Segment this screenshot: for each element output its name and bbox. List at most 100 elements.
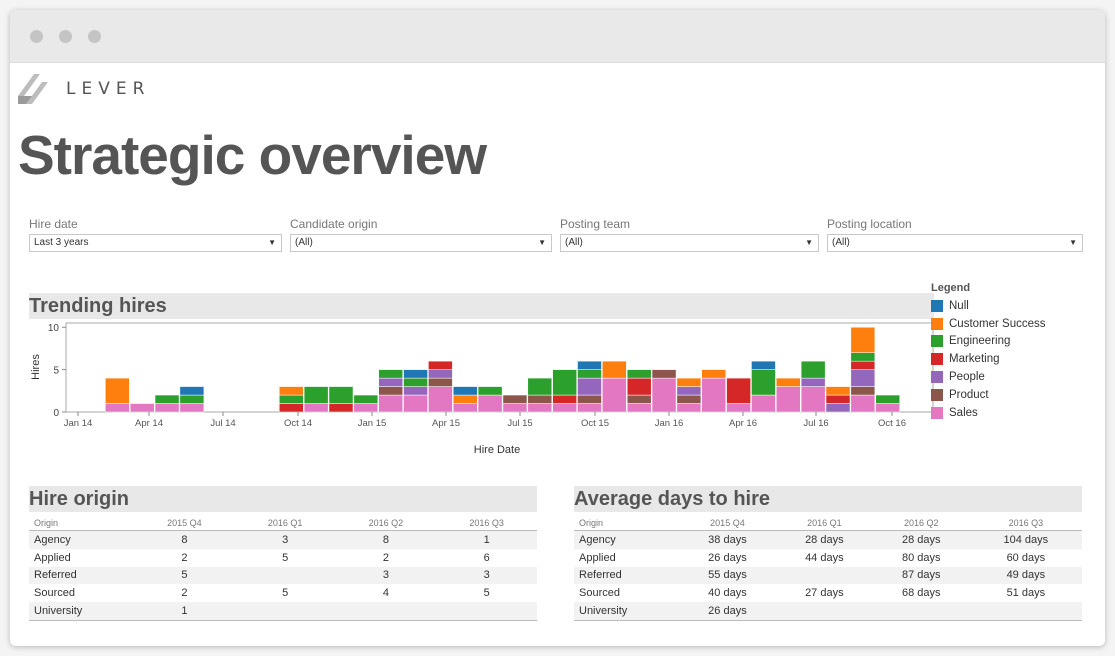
row-label: University xyxy=(574,602,679,621)
legend-item[interactable]: Product xyxy=(931,386,1046,404)
bar-segment-people xyxy=(800,377,826,387)
bar-segment-people xyxy=(825,403,851,413)
bar-segment-engineering xyxy=(279,394,304,404)
x-tick-label: Jul 15 xyxy=(507,418,532,429)
select-value: (All) xyxy=(565,237,583,248)
bar-segment-null xyxy=(751,360,776,370)
table-row: Applied 2 5 2 6 xyxy=(29,549,537,567)
bar-segment-engineering xyxy=(378,369,403,379)
lever-logo[interactable]: LEVER xyxy=(18,72,150,106)
legend-item[interactable]: People xyxy=(931,368,1046,386)
filter-posting-location: Posting location (All) ▼ xyxy=(827,217,1083,252)
legend-item[interactable]: Engineering xyxy=(931,333,1046,351)
table-cell xyxy=(872,602,970,621)
hire-date-select[interactable]: Last 3 years ▼ xyxy=(29,234,282,252)
chart-legend: Legend Null Customer Success Engineering Ma… xyxy=(931,282,1046,422)
filter-label: Posting team xyxy=(560,217,631,231)
table-cell: 49 days xyxy=(969,566,1082,585)
avg-days-header: Average days to hire xyxy=(574,486,1082,512)
table-cell: 28 days xyxy=(775,530,873,549)
table-cell: 26 days xyxy=(679,602,776,621)
table-cell: 40 days xyxy=(708,587,747,600)
dropdown-caret-icon: ▼ xyxy=(805,238,813,247)
legend-swatch xyxy=(931,335,943,348)
table-cell: 28 days xyxy=(872,530,970,549)
bar-segment-engineering xyxy=(800,360,826,379)
select-value: Last 3 years xyxy=(34,237,89,248)
table-cell: 8 xyxy=(134,530,235,549)
bar-segment-engineering xyxy=(403,377,428,387)
row-label: Sourced xyxy=(34,587,75,600)
table-row: Sourced 40 days 27 days 68 days 51 days xyxy=(574,584,1082,602)
section-title: Trending hires xyxy=(29,295,167,317)
legend-swatch xyxy=(931,371,943,384)
legend-label: Marketing xyxy=(949,353,1000,366)
filter-label: Posting location xyxy=(827,217,912,231)
row-label: Agency xyxy=(574,530,679,549)
trending-hires-header: Trending hires xyxy=(29,293,934,319)
bar-segment-marketing xyxy=(825,394,851,404)
bar-segment-sales xyxy=(428,386,453,413)
legend-item[interactable]: Null xyxy=(931,297,1046,315)
bar-segment-null xyxy=(403,369,428,379)
bar-segment-product xyxy=(428,377,453,387)
bar-segment-sales xyxy=(179,403,205,413)
posting-location-select[interactable]: (All) ▼ xyxy=(827,234,1083,252)
table-cell: 104 days xyxy=(969,530,1082,549)
table-cell xyxy=(969,602,1082,621)
bar-segment-engineering xyxy=(477,386,503,396)
x-axis-label: Hire Date xyxy=(474,444,520,456)
bar-segment-marketing xyxy=(552,394,577,404)
bar-segment-marketing xyxy=(328,403,354,413)
legend-label: Product xyxy=(949,388,989,401)
bar-segment-engineering xyxy=(179,394,205,404)
dropdown-caret-icon: ▼ xyxy=(1069,238,1077,247)
bar-segment-customer-success xyxy=(825,386,851,396)
x-tick-label: Oct 16 xyxy=(878,418,906,429)
bar-segment-sales xyxy=(552,403,577,413)
bar-segment-customer-success xyxy=(602,360,627,379)
bar-segment-sales xyxy=(502,403,528,413)
bar-segment-engineering xyxy=(850,352,876,362)
bar-segment-sales xyxy=(477,394,503,413)
filter-label: Candidate origin xyxy=(290,217,378,231)
bar-segment-engineering xyxy=(751,369,776,396)
dropdown-caret-icon: ▼ xyxy=(538,238,546,247)
window-minimize-dot[interactable] xyxy=(59,30,72,43)
bar-segment-sales xyxy=(403,394,428,413)
legend-item[interactable]: Marketing xyxy=(931,350,1046,368)
bar-segment-customer-success xyxy=(105,377,130,404)
candidate-origin-select[interactable]: (All) ▼ xyxy=(290,234,552,252)
bar-segment-null xyxy=(577,360,602,370)
hire-origin-header: Hire origin xyxy=(29,486,537,512)
bar-segment-sales xyxy=(527,403,553,413)
legend-item[interactable]: Sales xyxy=(931,404,1046,422)
legend-label: Engineering xyxy=(949,335,1011,348)
filter-posting-team: Posting team (All) ▼ xyxy=(560,217,819,252)
bar-segment-people xyxy=(403,386,428,396)
bar-segment-sales xyxy=(875,403,900,413)
column-header: 2016 Q1 xyxy=(234,515,336,531)
table-cell: 26 days xyxy=(708,551,747,564)
page-title: Strategic overview xyxy=(18,124,487,186)
legend-item[interactable]: Customer Success xyxy=(931,315,1046,333)
posting-team-select[interactable]: (All) ▼ xyxy=(560,234,819,252)
table-cell: 5 xyxy=(483,587,490,600)
legend-label: People xyxy=(949,371,985,384)
column-header: Origin xyxy=(29,515,134,531)
table-cell: 2 xyxy=(382,551,389,564)
table-cell: 1 xyxy=(436,530,537,549)
bar-segment-engineering xyxy=(626,369,652,379)
y-tick-label: 5 xyxy=(53,366,59,377)
table-cell: 80 days xyxy=(901,551,941,564)
legend-title: Legend xyxy=(931,282,971,294)
window-zoom-dot[interactable] xyxy=(88,30,101,43)
bar-segment-marketing xyxy=(850,360,876,370)
bar-segment-engineering xyxy=(552,369,577,396)
bar-segment-product xyxy=(378,386,403,396)
table-cell xyxy=(234,602,336,621)
legend-label: Null xyxy=(949,299,969,312)
bar-segment-sales xyxy=(776,386,801,413)
window-close-dot[interactable] xyxy=(30,30,43,43)
table-row: Sourced 2 5 4 5 xyxy=(29,584,537,602)
